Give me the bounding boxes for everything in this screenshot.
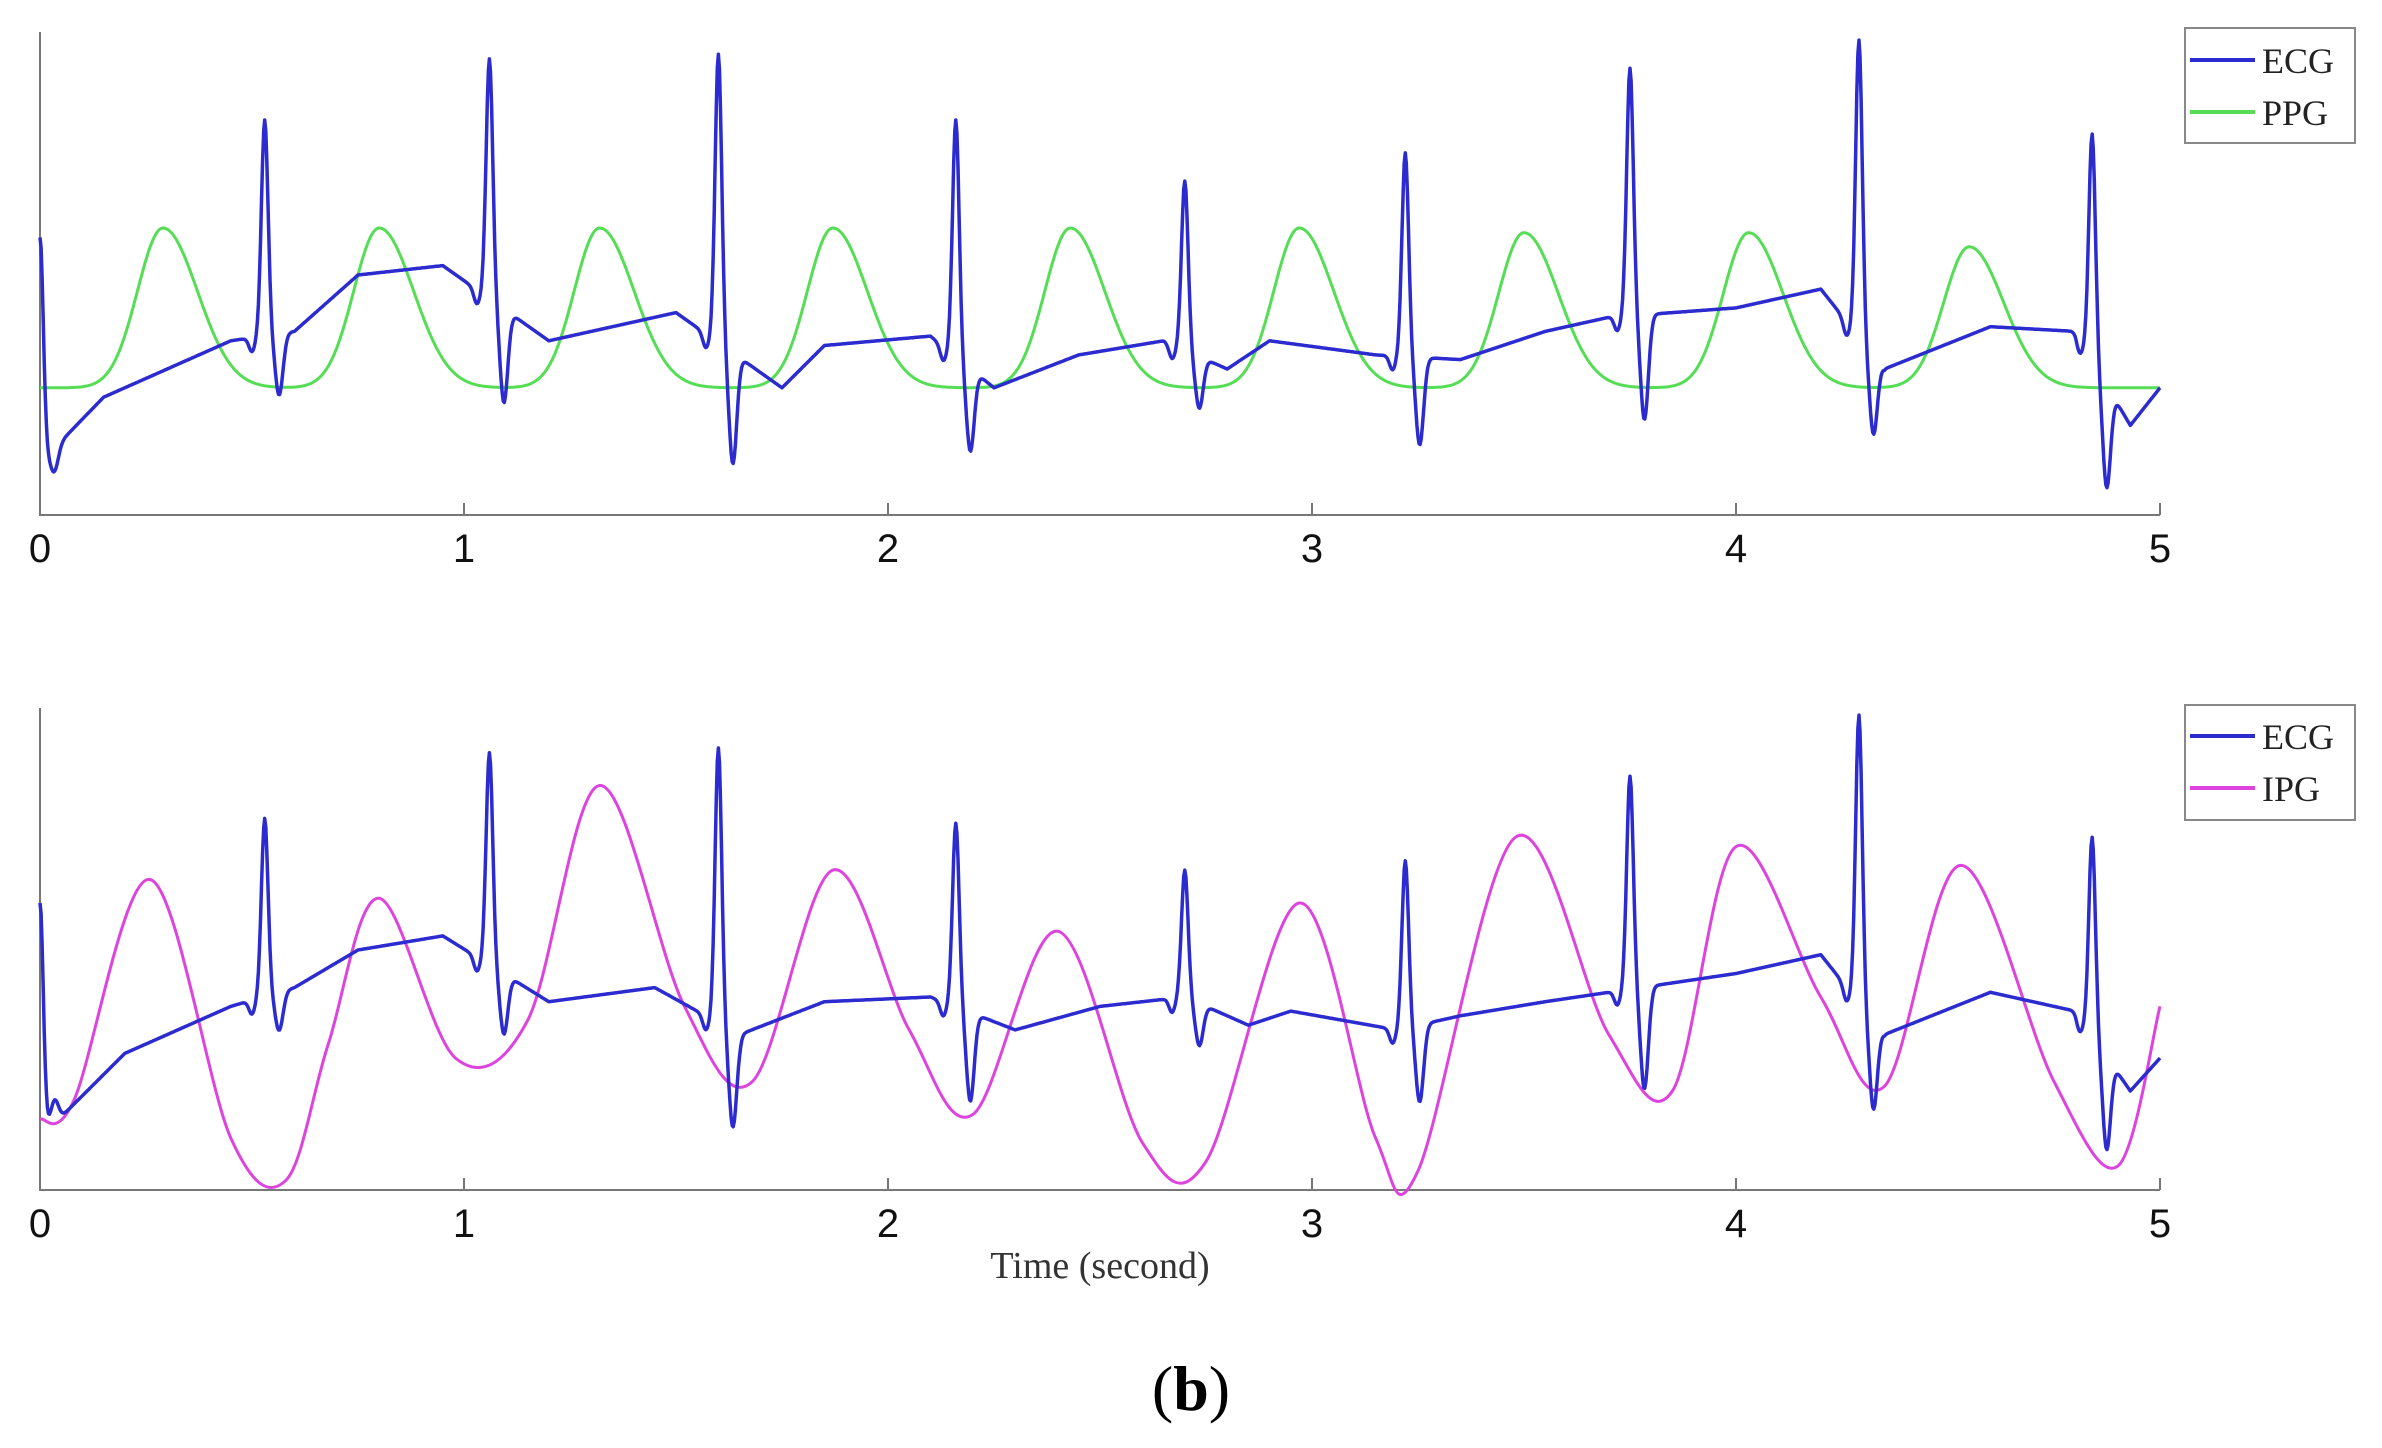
series-group bbox=[38, 713, 2162, 1197]
legend: ECG PPG bbox=[2184, 27, 2356, 144]
x-axis-label: Time (second) bbox=[990, 1245, 1209, 1287]
figure-caption: (b) bbox=[1152, 1353, 1230, 1424]
x-tick-label: 1 bbox=[453, 527, 475, 571]
caption-open: ( bbox=[1152, 1353, 1173, 1424]
legend-label-ipg: IPG bbox=[2262, 769, 2320, 809]
series-line-ecg bbox=[38, 38, 2162, 490]
panel-ecg-ipg: 0 1 2 3 4 5 ECG IPG Time (second) bbox=[29, 704, 2356, 1287]
series-line-ipg bbox=[39, 783, 2162, 1197]
legend-label-ppg: PPG bbox=[2262, 93, 2328, 133]
x-tick-label: 1 bbox=[453, 1202, 475, 1246]
caption-close: ) bbox=[1209, 1353, 1230, 1424]
x-tick-label: 2 bbox=[877, 527, 899, 571]
panel-ecg-ppg: 0 1 2 3 4 5 ECG PPG bbox=[29, 27, 2356, 571]
series-group bbox=[38, 38, 2162, 490]
x-tick-label: 3 bbox=[1301, 1202, 1323, 1246]
x-tick-label: 4 bbox=[1725, 527, 1747, 571]
legend-label-ecg: ECG bbox=[2262, 717, 2334, 757]
x-tick-label: 0 bbox=[29, 527, 51, 571]
series-line-ecg bbox=[38, 713, 2162, 1152]
x-tick-label: 3 bbox=[1301, 527, 1323, 571]
legend-box bbox=[2184, 27, 2356, 144]
x-ticks: 0 1 2 3 4 5 bbox=[29, 1178, 2171, 1246]
legend: ECG IPG bbox=[2184, 704, 2356, 821]
legend-box bbox=[2184, 704, 2356, 821]
x-tick-label: 2 bbox=[877, 1202, 899, 1246]
x-tick-label: 4 bbox=[1725, 1202, 1747, 1246]
series-line-ppg bbox=[39, 226, 2161, 390]
x-ticks: 0 1 2 3 4 5 bbox=[29, 503, 2171, 571]
x-tick-label: 5 bbox=[2149, 1202, 2171, 1246]
legend-label-ecg: ECG bbox=[2262, 41, 2334, 81]
caption-letter: b bbox=[1173, 1353, 1209, 1424]
x-tick-label: 5 bbox=[2149, 527, 2171, 571]
x-tick-label: 0 bbox=[29, 1202, 51, 1246]
